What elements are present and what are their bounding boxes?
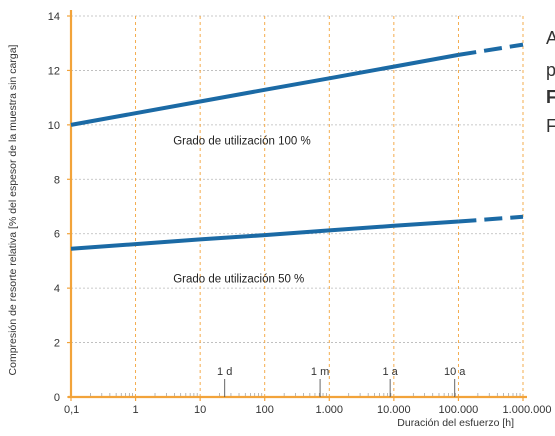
side-text-line-1: A — [546, 28, 555, 48]
annotation-layer: 1 d 1 m 1 a 10 a — [217, 366, 466, 397]
side-text-line-2: p — [546, 60, 555, 80]
y-tick-label: 4 — [54, 283, 60, 295]
series-layer — [70, 42, 524, 251]
y-tick-label: 8 — [54, 174, 60, 186]
y-axis-title: Compresión de resorte relativa [% del es… — [7, 44, 19, 375]
series-label-1: Grado de utilización 100 % — [173, 135, 310, 147]
series-line-2 — [70, 219, 459, 251]
x-axis-title: Duración del esfuerzo [h] — [397, 417, 514, 429]
series-extrapolation-1 — [458, 42, 524, 57]
y-tick-label: 2 — [54, 338, 60, 350]
x-tick-label: 10 — [194, 404, 206, 416]
x-tick-label: 1 — [133, 404, 139, 416]
y-tick-label: 0 — [54, 392, 60, 404]
y-tick-label: 10 — [48, 120, 60, 132]
side-text-line-4: F — [546, 116, 555, 136]
side-text-line-3: F — [546, 87, 555, 107]
label-layer: Grado de utilización 100 % Grado de utili… — [173, 135, 310, 285]
series-line-1 — [70, 52, 459, 127]
annotation-label: 10 a — [444, 366, 466, 378]
series-extrapolation-2 — [458, 214, 524, 224]
series-label-2: Grado de utilización 50 % — [173, 274, 304, 286]
annotation-label: 1 m — [311, 366, 329, 378]
side-text: A p F F — [546, 28, 555, 136]
axis-layer — [68, 10, 527, 399]
x-tick-label: 10.000 — [377, 404, 411, 416]
grid-layer — [71, 15, 524, 397]
x-tick-label: 1.000.000 — [503, 404, 552, 416]
y-tick-label: 12 — [48, 65, 60, 77]
y-tick-label: 14 — [48, 11, 60, 23]
tick-layer: 0 2 4 6 8 10 12 14 0,1 1 10 100 1.000 10.000 100.000 1.… — [48, 11, 552, 416]
x-tick-label: 1.000 — [316, 404, 344, 416]
y-tick-label: 6 — [54, 229, 60, 241]
x-tick-label: 0,1 — [64, 404, 79, 416]
x-tick-label: 100.000 — [439, 404, 479, 416]
x-tick-label: 100 — [256, 404, 274, 416]
annotation-label: 1 a — [382, 366, 398, 378]
annotation-label: 1 d — [217, 366, 232, 378]
